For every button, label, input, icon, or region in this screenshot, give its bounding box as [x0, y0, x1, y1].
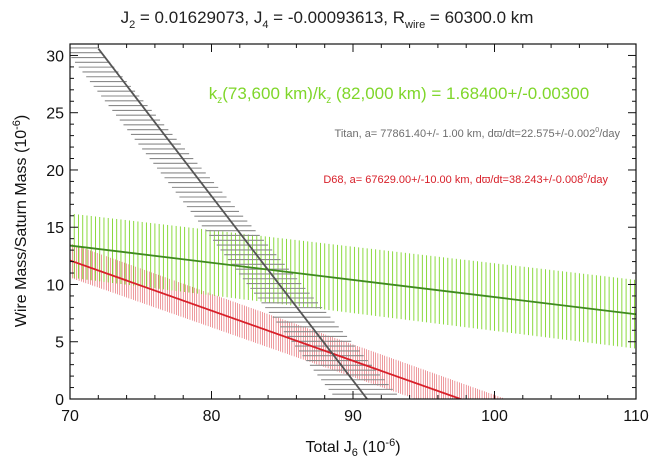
series-d68-line: [70, 259, 461, 399]
annotation-ratio: kz(73,600 km)/kz (82,000 km) = 1.68400+/…: [209, 84, 589, 106]
annotation-titan: Titan, a= 77861.40+/- 1.00 km, dϖ/dt=22.…: [335, 127, 621, 140]
x-tick-label: 70: [61, 408, 79, 425]
y-tick-label: 25: [46, 106, 64, 123]
x-tick-label: 80: [203, 408, 221, 425]
series-ratio-band: [70, 213, 636, 349]
y-tick-label: 15: [46, 220, 64, 237]
y-axis-label: Wire Mass/Saturn Mass (10-6): [11, 115, 30, 328]
series-lines: [70, 48, 636, 399]
y-tick-label: 10: [46, 277, 64, 294]
y-tick-label: 5: [55, 335, 64, 352]
axis-ticks: 70 80 90 100 110 0 5 10 15 20 25 30: [46, 44, 649, 425]
x-tick-label: 100: [481, 408, 508, 425]
y-tick-label: 0: [55, 392, 64, 409]
y-tick-label: 30: [46, 48, 64, 65]
series-ratio-line: [70, 244, 636, 316]
x-tick-label: 110: [623, 408, 649, 425]
x-tick-label: 90: [344, 408, 362, 425]
x-axis-label: Total J6 (10-6): [305, 437, 400, 458]
y-tick-label: 20: [46, 163, 64, 180]
annotation-d68: D68, a= 67629.00+/-10.00 km, dϖ/dt=38.24…: [323, 173, 608, 186]
chart-title: J2 = 0.01629073, J4 = -0.00093613, Rwire…: [121, 8, 534, 31]
series-titan-line: [97, 48, 368, 399]
